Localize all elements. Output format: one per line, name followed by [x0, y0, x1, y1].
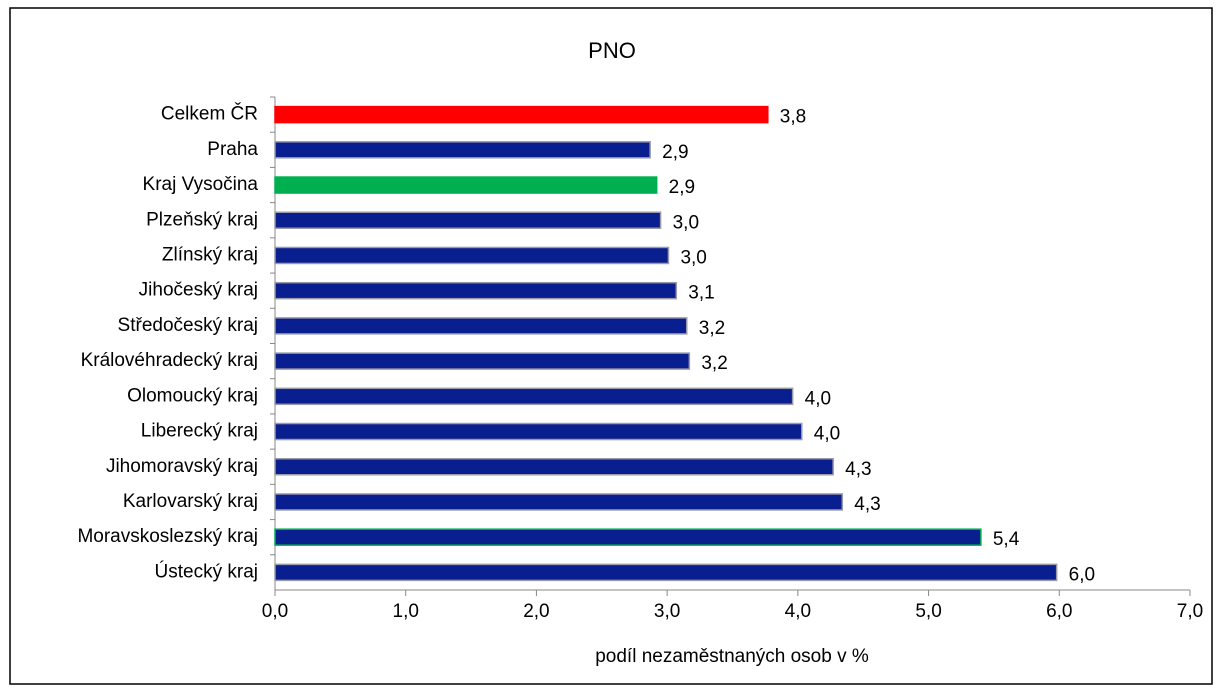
x-tick-label: 2,0: [523, 601, 549, 622]
value-label: 4,0: [814, 424, 840, 445]
value-label: 4,3: [845, 459, 871, 480]
value-label: 2,9: [669, 177, 695, 198]
bar: [274, 246, 670, 265]
bar: [274, 458, 834, 476]
bar: [274, 493, 844, 511]
value-label: 3,8: [780, 107, 806, 128]
bar: [274, 563, 1058, 582]
value-label: 3,2: [699, 318, 725, 339]
y-tick-label: Zlínský kraj: [162, 244, 258, 265]
bar: [274, 387, 794, 406]
bar: [274, 352, 691, 370]
bar: [274, 317, 688, 335]
bar: [274, 211, 662, 229]
y-tick-label: Praha: [207, 139, 258, 160]
bar: [274, 528, 982, 546]
x-tick-label: 4,0: [785, 601, 811, 622]
y-tick-label: Liberecký kraj: [141, 421, 258, 442]
x-tick-label: 1,0: [393, 601, 419, 622]
x-axis-label: podíl nezaměstnaných osob v %: [595, 646, 869, 667]
x-tick-label: 0,0: [262, 601, 288, 622]
value-label: 6,0: [1069, 564, 1095, 585]
y-tick-label: Karlovarský kraj: [123, 491, 258, 512]
y-tick-label: Plzeňský kraj: [146, 209, 258, 230]
y-tick-label: Jihočeský kraj: [139, 280, 258, 301]
value-label: 5,4: [993, 529, 1020, 550]
bar: [274, 422, 803, 441]
y-tick-label: Celkem ČR: [161, 103, 258, 125]
y-tick-label: Kraj Vysočina: [143, 174, 259, 195]
x-tick-label: 6,0: [1046, 601, 1072, 622]
chart-title: PNO: [588, 38, 636, 63]
value-label: 4,3: [854, 494, 880, 515]
value-label: 3,1: [688, 283, 714, 304]
y-tick-label: Jihomoravský kraj: [106, 456, 258, 477]
bar: [274, 281, 678, 300]
value-label: 4,0: [805, 388, 831, 409]
y-tick-label: Středočeský kraj: [118, 315, 258, 336]
bar: [274, 141, 651, 159]
x-tick-label: 5,0: [915, 601, 941, 622]
x-tick-label: 7,0: [1177, 601, 1203, 622]
value-label: 2,9: [662, 142, 688, 163]
value-label: 3,0: [673, 212, 699, 233]
y-tick-label: Královéhradecký kraj: [81, 350, 258, 371]
bar: [274, 176, 658, 194]
y-tick-label: Moravskoslezský kraj: [77, 526, 258, 547]
value-label: 3,2: [701, 353, 727, 374]
y-tick-label: Ústecký kraj: [155, 560, 258, 582]
y-tick-label: Olomoucký kraj: [127, 385, 258, 406]
value-label: 3,0: [680, 247, 706, 268]
bar: [274, 105, 769, 124]
x-tick-label: 3,0: [654, 601, 680, 622]
